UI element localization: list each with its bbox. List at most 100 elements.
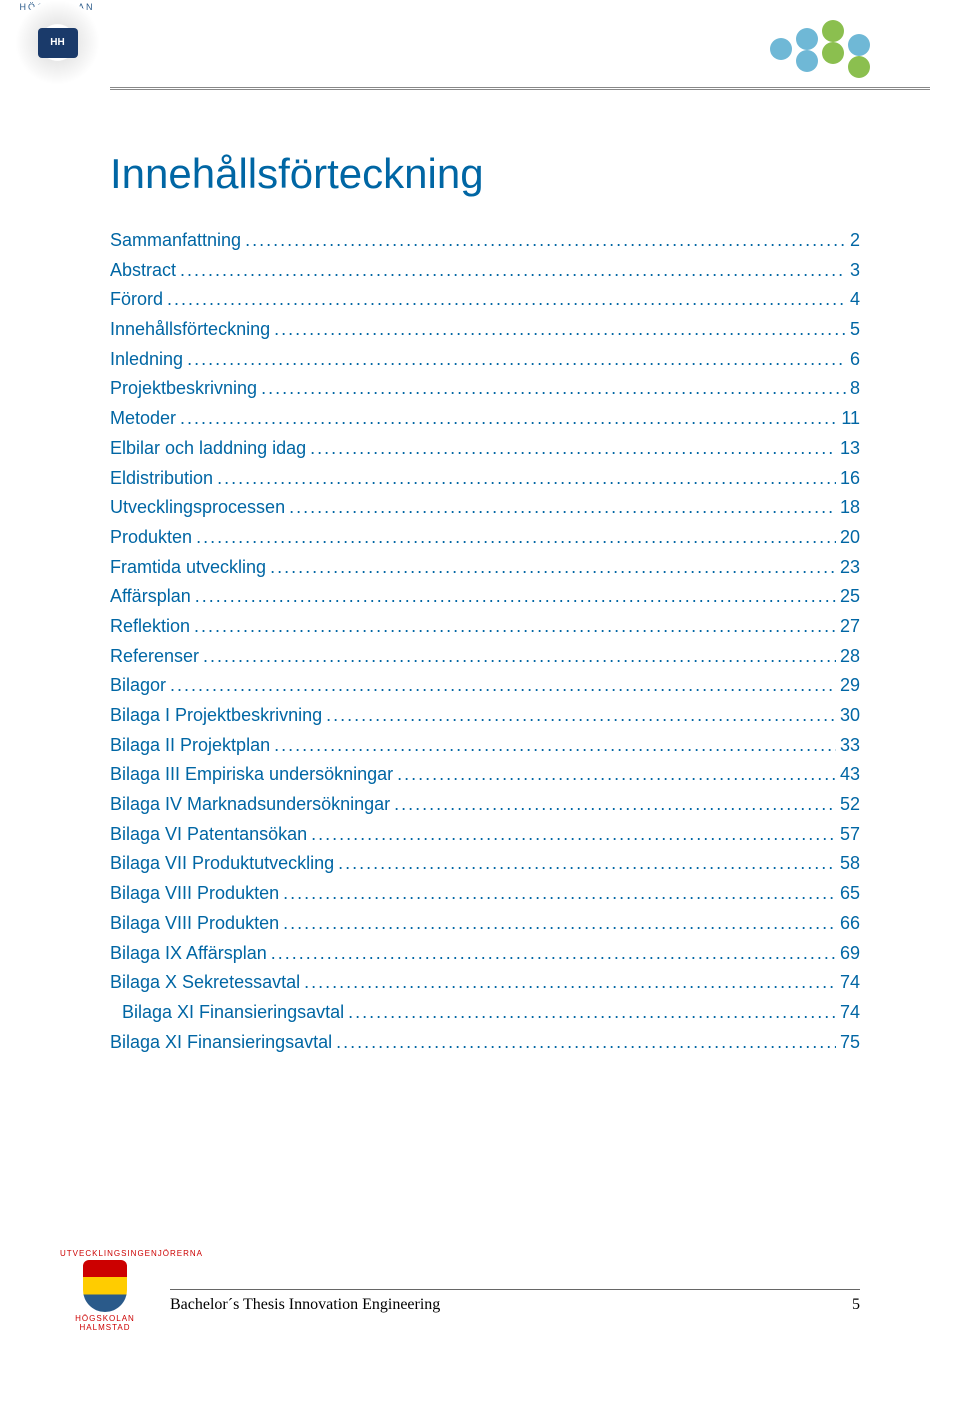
toc-leader-dots [289, 493, 836, 523]
toc-entry[interactable]: Bilaga VI Patentansökan 57 [110, 820, 860, 850]
table-of-contents: Sammanfattning 2Abstract 3Förord 4Innehå… [110, 226, 860, 1057]
toc-page-number: 23 [840, 553, 860, 583]
toc-entry[interactable]: Bilaga I Projektbeskrivning 30 [110, 701, 860, 731]
toc-leader-dots [348, 998, 836, 1028]
toc-label: Bilaga IV Marknadsundersökningar [110, 790, 390, 820]
toc-label: Bilaga X Sekretessavtal [110, 968, 300, 998]
toc-label: Elbilar och laddning idag [110, 434, 306, 464]
decorative-dot [770, 38, 792, 60]
toc-entry[interactable]: Bilaga XI Finansieringsavtal 75 [110, 1028, 860, 1058]
toc-label: Metoder [110, 404, 176, 434]
toc-entry[interactable]: Abstract 3 [110, 256, 860, 286]
toc-entry[interactable]: Bilaga IX Affärsplan 69 [110, 939, 860, 969]
toc-page-number: 75 [840, 1028, 860, 1058]
toc-entry[interactable]: Affärsplan 25 [110, 582, 860, 612]
toc-label: Framtida utveckling [110, 553, 266, 583]
toc-entry[interactable]: Förord 4 [110, 285, 860, 315]
toc-label: Projektbeskrivning [110, 374, 257, 404]
toc-page-number: 27 [840, 612, 860, 642]
toc-entry[interactable]: Bilagor 29 [110, 671, 860, 701]
toc-leader-dots [180, 404, 837, 434]
toc-label: Bilaga VI Patentansökan [110, 820, 307, 850]
toc-leader-dots [336, 1028, 836, 1058]
toc-entry[interactable]: Bilaga VIII Produkten 65 [110, 879, 860, 909]
toc-label: Bilaga III Empiriska undersökningar [110, 760, 393, 790]
toc-page-number: 29 [840, 671, 860, 701]
toc-label: Bilaga I Projektbeskrivning [110, 701, 322, 731]
toc-entry[interactable]: Eldistribution 16 [110, 464, 860, 494]
toc-leader-dots [180, 256, 846, 286]
toc-page-number: 74 [840, 968, 860, 998]
toc-entry[interactable]: Inledning 6 [110, 345, 860, 375]
toc-leader-dots [274, 731, 836, 761]
toc-leader-dots [338, 849, 836, 879]
decorative-dot [796, 50, 818, 72]
toc-page-number: 52 [840, 790, 860, 820]
toc-label: Bilagor [110, 671, 166, 701]
toc-entry[interactable]: Metoder 11 [110, 404, 860, 434]
toc-leader-dots [397, 760, 836, 790]
footer-label: Bachelor´s Thesis Innovation Engineering [170, 1296, 440, 1314]
toc-leader-dots [196, 523, 836, 553]
toc-leader-dots [167, 285, 846, 315]
toc-page-number: 30 [840, 701, 860, 731]
toc-leader-dots [311, 820, 836, 850]
page-footer: UTVECKLINGSINGENJÖRERNA HÖGSKOLAN HALMST… [0, 1289, 960, 1369]
logo-arc-top: UTVECKLINGSINGENJÖRERNA [60, 1249, 150, 1258]
logo-badge: HH [38, 28, 78, 58]
toc-label: Bilaga VIII Produkten [110, 879, 279, 909]
decorative-dot [848, 56, 870, 78]
footer-page-number: 5 [852, 1296, 860, 1314]
toc-leader-dots [394, 790, 836, 820]
toc-leader-dots [271, 939, 836, 969]
document-page: HÖGSKOLAN HH Innehållsförteckning Samman… [0, 0, 960, 1409]
toc-page-number: 4 [850, 285, 860, 315]
toc-entry[interactable]: Bilaga VII Produktutveckling 58 [110, 849, 860, 879]
decorative-dot [822, 42, 844, 64]
toc-page-number: 58 [840, 849, 860, 879]
toc-entry[interactable]: Utvecklingsprocessen 18 [110, 493, 860, 523]
toc-entry[interactable]: Bilaga XI Finansieringsavtal 74 [110, 998, 860, 1028]
toc-page-number: 25 [840, 582, 860, 612]
shield-icon [83, 1260, 127, 1312]
toc-label: Inledning [110, 345, 183, 375]
toc-label: Referenser [110, 642, 199, 672]
toc-entry[interactable]: Innehållsförteckning 5 [110, 315, 860, 345]
toc-label: Eldistribution [110, 464, 213, 494]
toc-entry[interactable]: Bilaga II Projektplan 33 [110, 731, 860, 761]
decorative-dots [770, 20, 890, 80]
decorative-dot [848, 34, 870, 56]
toc-leader-dots [270, 553, 836, 583]
toc-entry[interactable]: Produkten 20 [110, 523, 860, 553]
toc-label: Utvecklingsprocessen [110, 493, 285, 523]
toc-entry[interactable]: Framtida utveckling 23 [110, 553, 860, 583]
toc-entry[interactable]: Sammanfattning 2 [110, 226, 860, 256]
toc-entry[interactable]: Bilaga VIII Produkten 66 [110, 909, 860, 939]
toc-entry[interactable]: Bilaga X Sekretessavtal 74 [110, 968, 860, 998]
toc-label: Bilaga VIII Produkten [110, 909, 279, 939]
toc-page-number: 16 [840, 464, 860, 494]
toc-leader-dots [170, 671, 836, 701]
toc-page-number: 13 [840, 434, 860, 464]
footer-text-row: Bachelor´s Thesis Innovation Engineering… [170, 1296, 860, 1314]
toc-page-number: 20 [840, 523, 860, 553]
page-title: Innehållsförteckning [110, 150, 860, 198]
footer-divider [170, 1289, 860, 1290]
toc-page-number: 28 [840, 642, 860, 672]
toc-page-number: 2 [850, 226, 860, 256]
toc-entry[interactable]: Reflektion 27 [110, 612, 860, 642]
toc-page-number: 11 [841, 404, 860, 434]
toc-label: Reflektion [110, 612, 190, 642]
program-logo-bottom: UTVECKLINGSINGENJÖRERNA HÖGSKOLAN HALMST… [60, 1249, 150, 1339]
decorative-dot [822, 20, 844, 42]
toc-label: Bilaga XI Finansieringsavtal [122, 998, 344, 1028]
toc-entry[interactable]: Elbilar och laddning idag 13 [110, 434, 860, 464]
toc-entry[interactable]: Bilaga IV Marknadsundersökningar 52 [110, 790, 860, 820]
toc-label: Bilaga XI Finansieringsavtal [110, 1028, 332, 1058]
toc-label: Förord [110, 285, 163, 315]
toc-entry[interactable]: Referenser 28 [110, 642, 860, 672]
toc-entry[interactable]: Projektbeskrivning 8 [110, 374, 860, 404]
toc-leader-dots [187, 345, 846, 375]
page-header [110, 0, 930, 90]
toc-entry[interactable]: Bilaga III Empiriska undersökningar 43 [110, 760, 860, 790]
